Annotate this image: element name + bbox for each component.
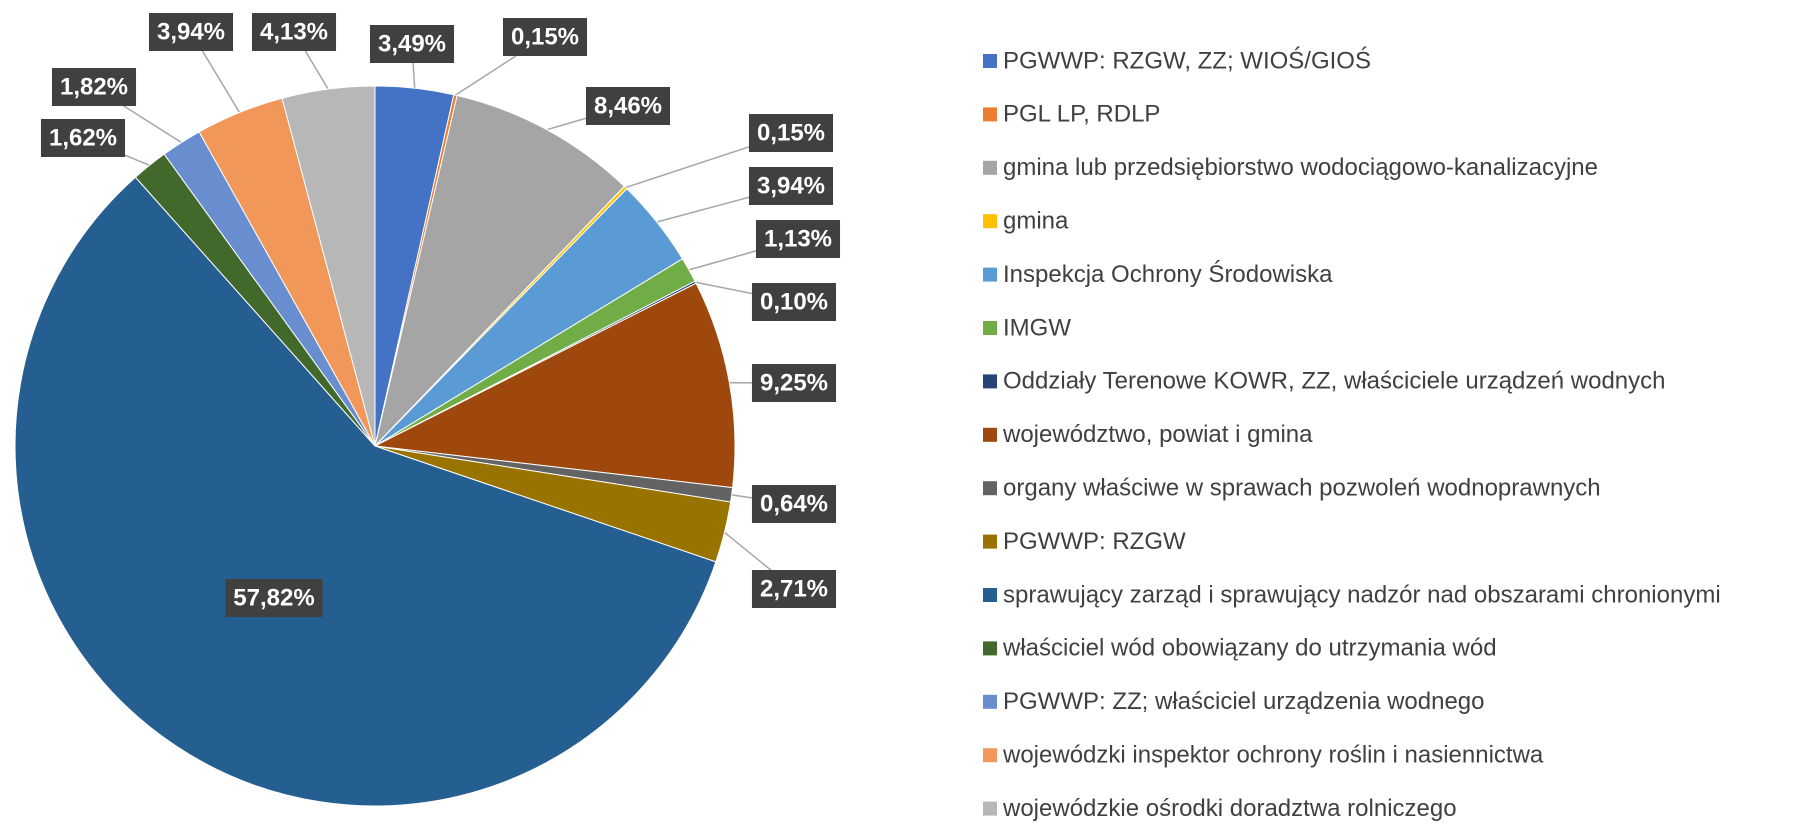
data-label: 9,25% (751, 364, 837, 402)
legend-swatch (983, 748, 997, 763)
data-label-text: 57,82% (233, 584, 314, 611)
legend-label: Oddziały Terenowe KOWR, ZZ, właściciele … (1003, 368, 1665, 395)
data-label-box (585, 87, 671, 125)
legend-swatch (983, 641, 997, 656)
legend-label: wojewódzki inspektor ochrony roślin i na… (1002, 742, 1544, 769)
labels: 3,49% 0,15% 8,46% 0,15% 3,94% 1,13% 0,10% 9,25%… (40, 13, 841, 617)
data-label-box (751, 364, 837, 402)
data-label: 57,82% (225, 579, 323, 617)
legend-label: sprawujący zarząd i sprawujący nadzór na… (1003, 581, 1721, 608)
legend-swatch (983, 427, 997, 442)
legend-swatch (983, 481, 997, 496)
slice (374, 94, 626, 448)
data-label-text: 4,13% (260, 18, 328, 45)
data-label-text: 0,64% (760, 490, 828, 517)
legend-label: właściciel wód obowiązany do utrzymania … (1002, 635, 1497, 662)
legend-label: PGL LP, RDLP (1003, 101, 1160, 128)
legend-label: IMGW (1003, 314, 1071, 341)
data-label-box (502, 18, 588, 56)
data-label-box (751, 485, 837, 523)
legend-swatch (983, 801, 997, 816)
data-label: 8,46% (585, 87, 671, 125)
data-label-box (751, 570, 837, 608)
data-label-text: 8,46% (594, 92, 662, 119)
data-label-box (148, 13, 234, 51)
data-label-box (748, 114, 834, 152)
legend-swatch (983, 588, 997, 602)
data-label-text: 0,15% (511, 23, 579, 50)
data-label-box (251, 13, 337, 51)
data-label-text: 1,62% (49, 124, 117, 151)
legend-swatch (983, 54, 997, 68)
slice (281, 85, 376, 447)
data-label-text: 3,94% (757, 172, 825, 199)
data-label: 0,15% (502, 18, 588, 56)
data-label-box (748, 167, 834, 205)
data-label: 3,49% (369, 25, 455, 63)
data-label-text: 0,15% (757, 119, 825, 146)
data-label-box (751, 283, 837, 321)
legend-label: gmina lub przedsiębiorstwo wodociągowo-k… (1003, 154, 1598, 181)
legend-swatch (983, 107, 997, 122)
slice (14, 176, 717, 807)
data-label-text: 3,94% (157, 18, 225, 45)
data-label: 0,64% (751, 485, 837, 523)
legend-label: PGWWP: RZGW (1003, 528, 1186, 555)
data-label-box (40, 119, 126, 157)
data-label-text: 0,10% (760, 288, 828, 315)
data-label-box (369, 25, 455, 63)
data-label-box (51, 68, 137, 106)
slices (14, 85, 736, 807)
legend-swatch (983, 374, 997, 389)
data-label-text: 1,13% (764, 225, 832, 252)
legend-label: PGWWP: RZGW, ZZ; WIOŚ/GIOŚ (1003, 46, 1371, 74)
data-label: 1,13% (755, 220, 841, 258)
data-label: 0,15% (748, 114, 834, 152)
legend-label: organy właściwe w sprawach pozwoleń wodn… (1003, 475, 1601, 502)
data-label-text: 1,82% (60, 73, 128, 100)
data-label-text: 3,49% (378, 30, 446, 57)
data-label: 0,10% (751, 283, 837, 321)
data-label-text: 2,71% (760, 575, 828, 602)
legend-swatch (983, 694, 997, 709)
data-label: 3,94% (148, 13, 234, 51)
data-label: 1,82% (51, 68, 137, 106)
data-label-box (755, 220, 841, 258)
data-label-box (225, 579, 323, 617)
legend-label: gmina (1003, 208, 1069, 235)
legend-label: wojewódzkie ośrodki doradztwa rolniczego (1002, 795, 1457, 822)
legend-swatch (983, 534, 997, 549)
legend-swatch (983, 214, 997, 229)
data-label: 2,71% (751, 570, 837, 608)
slice (373, 282, 736, 489)
legend-swatch (983, 321, 997, 335)
data-label-text: 9,25% (760, 369, 828, 396)
data-label: 1,62% (40, 119, 126, 157)
data-label: 4,13% (251, 13, 337, 51)
legend-swatch (983, 267, 997, 282)
legend-label: Inspekcja Ochrony Środowiska (1003, 260, 1333, 288)
legend-label: PGWWP: ZZ; właściciel urządzenia wodnego (1003, 688, 1485, 715)
legend-label: województwo, powiat i gmina (1002, 421, 1313, 448)
legend-swatch (983, 160, 997, 175)
data-label: 3,94% (748, 167, 834, 205)
